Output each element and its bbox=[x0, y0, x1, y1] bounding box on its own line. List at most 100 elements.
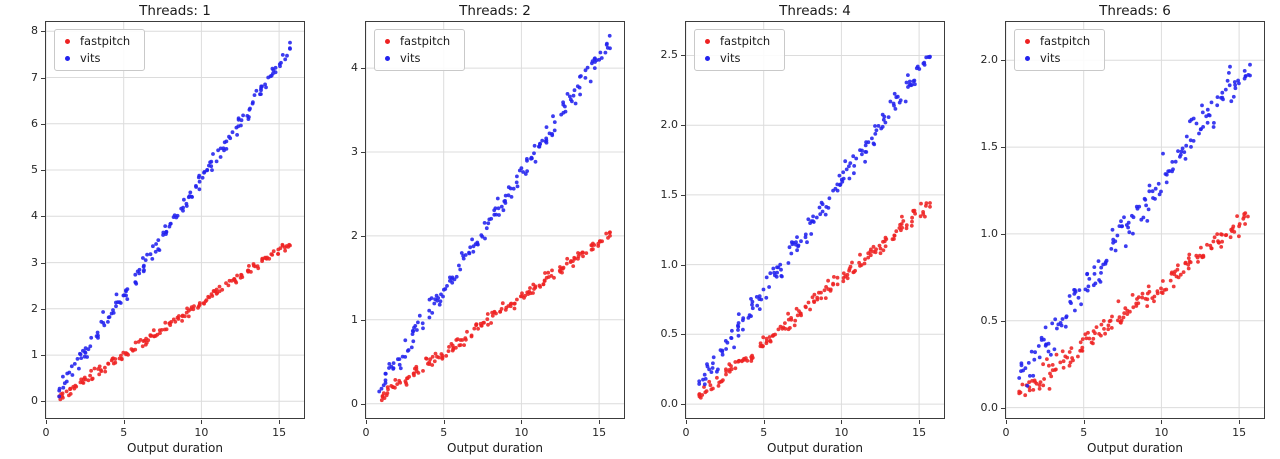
x-tick-label: 5 bbox=[760, 426, 768, 439]
subplot-threads-4: Threads: 4 fastpitch vits Output duratio… bbox=[640, 0, 960, 459]
y-tick-label: 6 bbox=[31, 116, 38, 130]
fastpitch-marker-icon bbox=[65, 39, 70, 45]
y-tick-mark bbox=[361, 235, 365, 237]
legend-label-fastpitch: fastpitch bbox=[720, 34, 771, 48]
x-tick-label: 10 bbox=[514, 426, 529, 439]
scatter-points-svg bbox=[686, 22, 944, 418]
y-tick-mark bbox=[41, 308, 45, 310]
y-tick-label: 1 bbox=[31, 348, 38, 362]
legend-item-vits: vits bbox=[65, 50, 130, 65]
x-tick-mark bbox=[366, 420, 367, 424]
legend-label-fastpitch: fastpitch bbox=[1040, 34, 1091, 48]
plot-title: Threads: 2 bbox=[459, 3, 531, 19]
plot-title: Threads: 4 bbox=[779, 3, 851, 19]
y-tick-label: 0.0 bbox=[660, 397, 679, 411]
legend-item-fastpitch: fastpitch bbox=[385, 35, 450, 48]
x-tick-mark bbox=[123, 420, 125, 424]
x-tick-mark bbox=[919, 420, 921, 424]
y-tick-label: 2 bbox=[351, 228, 358, 242]
x-tick-label: 5 bbox=[440, 426, 448, 439]
x-tick-label: 0 bbox=[682, 426, 690, 439]
y-tick-label: 1.5 bbox=[660, 187, 679, 201]
x-tick-mark bbox=[46, 420, 47, 424]
vits-marker-icon bbox=[385, 55, 390, 61]
x-tick-label: 15 bbox=[1232, 426, 1247, 439]
legend: fastpitch vits bbox=[1014, 29, 1106, 71]
x-tick-label: 0 bbox=[362, 426, 370, 439]
y-tick-label: 1.5 bbox=[980, 140, 999, 154]
y-tick-mark bbox=[681, 404, 685, 406]
y-tick-label: 0 bbox=[31, 394, 38, 408]
y-tick-label: 7 bbox=[31, 70, 38, 84]
y-tick-mark bbox=[41, 216, 45, 218]
fastpitch-marker-icon bbox=[705, 39, 710, 45]
x-tick-mark bbox=[443, 420, 445, 424]
x-tick-mark bbox=[1006, 420, 1007, 424]
x-tick-mark bbox=[1239, 420, 1241, 424]
legend: fastpitch vits bbox=[54, 29, 146, 71]
y-tick-mark bbox=[1001, 320, 1005, 322]
y-tick-mark bbox=[681, 125, 685, 127]
plot-title: Threads: 6 bbox=[1099, 3, 1171, 19]
x-tick-label: 0 bbox=[1002, 426, 1010, 439]
scatter-points-svg bbox=[1006, 22, 1264, 418]
y-tick-label: 4 bbox=[351, 61, 358, 75]
x-tick-label: 10 bbox=[1154, 426, 1169, 439]
x-tick-mark bbox=[686, 420, 687, 424]
scatter-points-svg bbox=[46, 22, 304, 418]
x-axis-label: Output duration bbox=[127, 441, 223, 455]
x-tick-label: 10 bbox=[194, 426, 209, 439]
legend-item-fastpitch: fastpitch bbox=[1025, 34, 1091, 48]
legend: fastpitch vits bbox=[374, 29, 466, 71]
y-tick-mark bbox=[361, 403, 365, 405]
y-tick-mark bbox=[1001, 60, 1005, 62]
legend-item-fastpitch: fastpitch bbox=[705, 34, 771, 48]
legend-item-fastpitch: fastpitch bbox=[65, 35, 130, 48]
y-tick-mark bbox=[41, 31, 45, 33]
y-tick-mark bbox=[41, 77, 45, 79]
plot-area: fastpitch vits bbox=[685, 21, 945, 419]
x-tick-mark bbox=[763, 420, 765, 424]
y-tick-mark bbox=[681, 55, 685, 57]
x-axis-label: Output duration bbox=[447, 441, 543, 455]
subplot-threads-1: Threads: 1 fastpitch vits Output duratio… bbox=[0, 0, 320, 459]
x-tick-mark bbox=[521, 420, 523, 424]
y-tick-label: 1.0 bbox=[660, 257, 679, 271]
y-tick-label: 2 bbox=[31, 301, 38, 315]
y-tick-mark bbox=[41, 123, 45, 125]
y-tick-label: 3 bbox=[351, 145, 358, 159]
scatter-points-svg bbox=[366, 22, 624, 418]
plot-area: fastpitch vits bbox=[1005, 21, 1265, 419]
legend-item-vits: vits bbox=[705, 52, 770, 65]
x-tick-mark bbox=[599, 420, 601, 424]
subplot-threads-6: Threads: 6 fastpitch vits Output duratio… bbox=[960, 0, 1280, 459]
y-tick-mark bbox=[681, 334, 685, 336]
y-tick-label: 8 bbox=[31, 24, 38, 38]
x-tick-mark bbox=[1161, 420, 1163, 424]
y-tick-mark bbox=[681, 194, 685, 196]
subplot-threads-2: Threads: 2 fastpitch vits Output duratio… bbox=[320, 0, 640, 459]
y-tick-mark bbox=[1001, 233, 1005, 235]
y-tick-mark bbox=[41, 262, 45, 264]
fastpitch-marker-icon bbox=[1025, 39, 1030, 45]
x-tick-label: 15 bbox=[272, 426, 287, 439]
x-tick-label: 10 bbox=[834, 426, 849, 439]
y-tick-mark bbox=[361, 319, 365, 321]
legend-item-vits: vits bbox=[385, 50, 450, 65]
y-tick-label: 2.5 bbox=[660, 48, 679, 62]
y-tick-label: 0.0 bbox=[980, 400, 999, 414]
y-tick-mark bbox=[1001, 147, 1005, 149]
y-tick-mark bbox=[1001, 407, 1005, 409]
x-tick-label: 15 bbox=[912, 426, 927, 439]
legend: fastpitch vits bbox=[694, 29, 786, 71]
fastpitch-marker-icon bbox=[385, 39, 390, 45]
y-tick-label: 2.0 bbox=[980, 53, 999, 67]
legend-item-vits: vits bbox=[1025, 52, 1090, 65]
plot-title: Threads: 1 bbox=[139, 3, 211, 19]
legend-label-vits: vits bbox=[400, 50, 421, 65]
plot-area: fastpitch vits bbox=[45, 21, 305, 419]
x-tick-mark bbox=[1083, 420, 1085, 424]
y-tick-mark bbox=[41, 170, 45, 172]
x-tick-mark bbox=[841, 420, 843, 424]
legend-label-vits: vits bbox=[80, 50, 101, 65]
